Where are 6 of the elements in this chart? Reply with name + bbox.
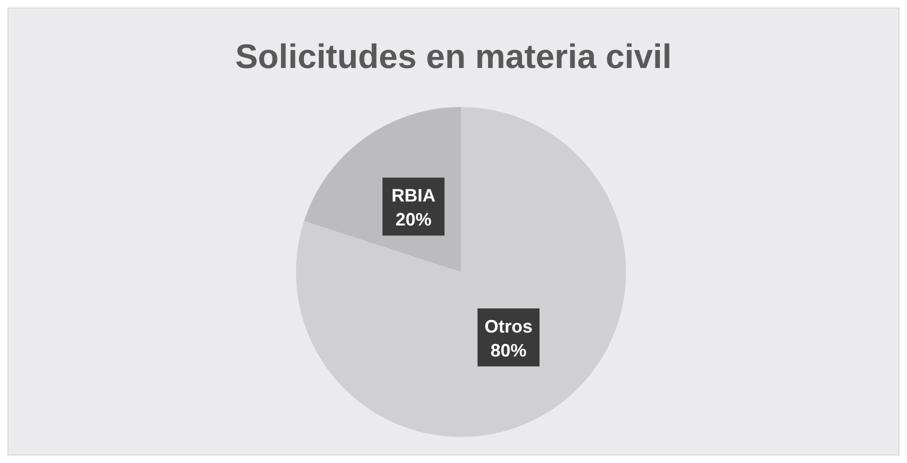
pie-slice bbox=[296, 107, 626, 437]
slice-label: RBIA bbox=[391, 186, 436, 206]
data-label: 20% bbox=[395, 210, 432, 230]
data-label: 80% bbox=[490, 340, 527, 360]
slice-label: Otros bbox=[484, 316, 533, 336]
chart-title: Solicitudes en materia civil bbox=[235, 38, 672, 76]
